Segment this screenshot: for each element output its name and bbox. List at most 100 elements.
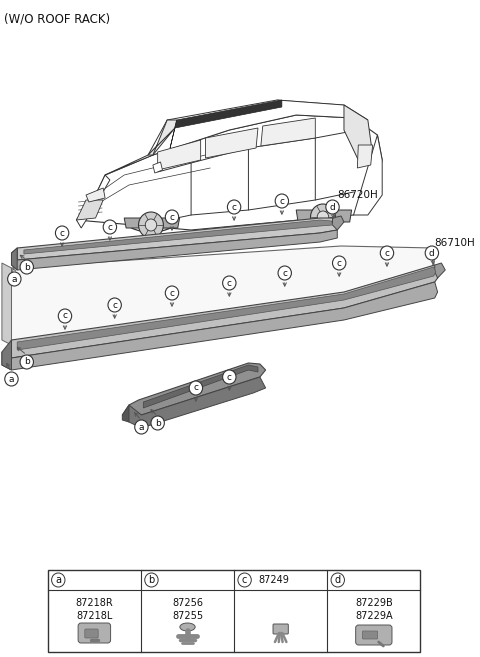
- Text: b: b: [24, 357, 30, 367]
- Text: c: c: [282, 269, 287, 277]
- Text: b: b: [148, 575, 155, 585]
- Polygon shape: [357, 145, 372, 168]
- Circle shape: [223, 276, 236, 290]
- Circle shape: [108, 298, 121, 312]
- Polygon shape: [153, 162, 162, 173]
- Polygon shape: [12, 268, 433, 350]
- Circle shape: [333, 256, 346, 270]
- Text: d: d: [335, 575, 341, 585]
- Text: c: c: [231, 202, 237, 212]
- Polygon shape: [76, 175, 110, 228]
- FancyBboxPatch shape: [362, 631, 378, 639]
- Text: 87229B
87229A: 87229B 87229A: [355, 598, 393, 622]
- Text: a: a: [9, 374, 14, 384]
- Text: c: c: [108, 223, 112, 231]
- Polygon shape: [296, 210, 352, 222]
- Circle shape: [326, 200, 339, 214]
- Circle shape: [139, 212, 163, 238]
- Polygon shape: [24, 220, 333, 254]
- FancyBboxPatch shape: [356, 625, 392, 645]
- Polygon shape: [86, 188, 105, 202]
- Text: 87249: 87249: [258, 575, 289, 585]
- Text: (W/O ROOF RACK): (W/O ROOF RACK): [4, 12, 110, 25]
- FancyBboxPatch shape: [273, 624, 288, 634]
- Polygon shape: [129, 363, 265, 415]
- Polygon shape: [354, 135, 382, 215]
- Polygon shape: [170, 100, 282, 148]
- Polygon shape: [76, 115, 382, 230]
- Polygon shape: [17, 218, 337, 260]
- Text: c: c: [169, 212, 175, 221]
- Text: 87218R
87218L: 87218R 87218L: [75, 598, 113, 622]
- Text: 86720H: 86720H: [337, 190, 378, 200]
- Circle shape: [425, 246, 439, 260]
- FancyBboxPatch shape: [85, 629, 98, 638]
- Ellipse shape: [180, 623, 195, 631]
- Bar: [48, 570, 420, 652]
- Polygon shape: [261, 118, 315, 146]
- Text: d: d: [330, 202, 336, 212]
- Text: c: c: [60, 229, 65, 237]
- Polygon shape: [12, 248, 17, 270]
- Polygon shape: [144, 365, 258, 408]
- Circle shape: [317, 211, 329, 223]
- Text: c: c: [193, 384, 198, 392]
- Circle shape: [311, 204, 336, 230]
- Polygon shape: [12, 246, 433, 345]
- Text: d: d: [429, 248, 435, 258]
- Polygon shape: [105, 128, 175, 175]
- Text: 86710H: 86710H: [435, 238, 476, 248]
- Text: a: a: [139, 422, 144, 432]
- Text: c: c: [279, 196, 284, 206]
- Text: a: a: [55, 575, 61, 585]
- Circle shape: [135, 420, 148, 434]
- Text: 87256
87255: 87256 87255: [172, 598, 203, 622]
- Polygon shape: [148, 120, 177, 155]
- Circle shape: [331, 573, 345, 587]
- Text: c: c: [112, 300, 117, 309]
- Polygon shape: [124, 218, 180, 228]
- Circle shape: [103, 220, 117, 234]
- Polygon shape: [435, 263, 445, 278]
- Text: b: b: [155, 419, 160, 428]
- Circle shape: [165, 210, 179, 224]
- Circle shape: [5, 372, 18, 386]
- Polygon shape: [17, 267, 436, 350]
- Polygon shape: [12, 230, 337, 270]
- Polygon shape: [2, 282, 438, 370]
- Polygon shape: [122, 405, 129, 422]
- Circle shape: [151, 416, 164, 430]
- Text: c: c: [336, 258, 342, 267]
- Circle shape: [145, 219, 156, 231]
- Circle shape: [165, 286, 179, 300]
- Circle shape: [380, 246, 394, 260]
- Polygon shape: [157, 140, 201, 170]
- Circle shape: [58, 309, 72, 323]
- Circle shape: [278, 266, 291, 280]
- Circle shape: [8, 272, 21, 286]
- Text: c: c: [169, 288, 175, 298]
- Text: c: c: [242, 575, 247, 585]
- Circle shape: [20, 260, 34, 274]
- Circle shape: [223, 370, 236, 384]
- Circle shape: [51, 573, 65, 587]
- Polygon shape: [148, 100, 368, 155]
- Polygon shape: [76, 200, 103, 220]
- Text: c: c: [384, 248, 389, 258]
- Text: c: c: [227, 279, 232, 288]
- Circle shape: [228, 200, 241, 214]
- Text: a: a: [12, 275, 17, 284]
- FancyBboxPatch shape: [78, 623, 110, 643]
- Text: b: b: [24, 263, 30, 271]
- Text: c: c: [227, 373, 232, 382]
- Polygon shape: [12, 265, 438, 358]
- Circle shape: [238, 573, 252, 587]
- Circle shape: [55, 226, 69, 240]
- Polygon shape: [205, 128, 258, 158]
- Circle shape: [20, 355, 34, 369]
- Circle shape: [189, 381, 203, 395]
- Polygon shape: [344, 105, 372, 160]
- Circle shape: [275, 194, 288, 208]
- Polygon shape: [2, 340, 12, 370]
- Polygon shape: [2, 263, 12, 345]
